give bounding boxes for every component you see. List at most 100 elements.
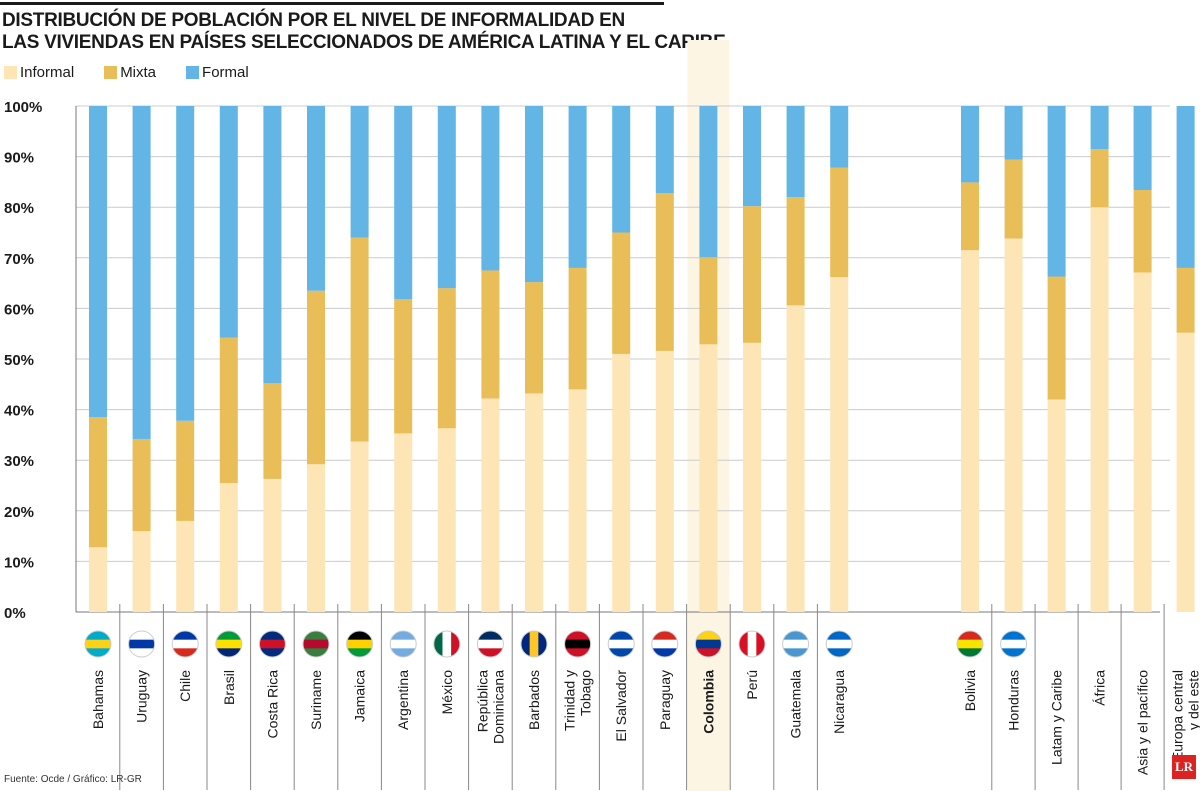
x-tick-label: Chile bbox=[177, 670, 193, 702]
bar-mixta bbox=[961, 182, 979, 251]
bar-informal bbox=[568, 389, 587, 612]
bar-formal bbox=[89, 106, 107, 418]
bar-mixta bbox=[655, 193, 674, 351]
flag-icon bbox=[433, 630, 461, 658]
bar-formal bbox=[1004, 106, 1023, 160]
x-tick-label: África bbox=[1092, 670, 1108, 706]
bar-mixta bbox=[699, 257, 718, 345]
bar-mixta bbox=[612, 232, 631, 354]
y-tick-label: 20% bbox=[4, 504, 34, 521]
bar-formal bbox=[394, 106, 413, 300]
bar-formal bbox=[176, 106, 195, 421]
legend: Informal Mixta Formal bbox=[4, 64, 249, 81]
bar-formal bbox=[263, 106, 282, 384]
bar-formal bbox=[568, 106, 587, 268]
x-tick-label: Costa Rica bbox=[264, 670, 280, 739]
x-tick-label: Jamaica bbox=[352, 670, 368, 722]
bar-formal bbox=[612, 106, 631, 233]
x-tick-label: Barbados bbox=[526, 670, 542, 730]
bar-informal bbox=[481, 398, 500, 612]
bar-formal bbox=[481, 106, 500, 271]
bar-informal bbox=[525, 393, 543, 612]
bar-mixta bbox=[1176, 267, 1195, 333]
bar-mixta bbox=[1090, 149, 1109, 208]
y-tick-label: 30% bbox=[4, 453, 34, 470]
bar-informal bbox=[1090, 207, 1109, 612]
bar-informal bbox=[961, 250, 979, 612]
flag-icon bbox=[1000, 630, 1028, 658]
x-tick-label: El Salvador bbox=[613, 670, 629, 742]
flag-icon bbox=[564, 630, 592, 658]
flag-icon bbox=[607, 630, 635, 658]
x-tick-label: Uruguay bbox=[134, 670, 150, 723]
flag-icon bbox=[956, 630, 984, 658]
bar-mixta bbox=[437, 288, 456, 429]
bar-mixta bbox=[176, 420, 195, 521]
x-tick-label: Latam y Caribe bbox=[1049, 670, 1065, 765]
y-tick-label: 60% bbox=[4, 301, 34, 318]
bar-mixta bbox=[568, 267, 587, 390]
flag-icon bbox=[215, 630, 243, 658]
x-tick-label: Guatemala bbox=[788, 670, 804, 739]
bar-informal bbox=[1004, 238, 1023, 612]
bar-formal bbox=[1176, 106, 1195, 268]
bar-informal bbox=[263, 478, 282, 612]
bar-formal bbox=[1090, 106, 1109, 150]
legend-label: Informal bbox=[20, 64, 75, 81]
bar-formal bbox=[437, 106, 456, 289]
y-tick-label: 0% bbox=[4, 605, 26, 622]
bar-informal bbox=[1133, 272, 1152, 612]
title-rule bbox=[0, 2, 664, 5]
bar-mixta bbox=[1047, 276, 1066, 400]
bar-formal bbox=[961, 106, 979, 183]
bar-mixta bbox=[350, 237, 369, 442]
y-tick-label: 50% bbox=[4, 352, 34, 369]
flag-icon bbox=[389, 630, 417, 658]
x-tick-label: Bolivia bbox=[962, 670, 978, 711]
x-tick-label: Bahamas bbox=[90, 670, 106, 729]
x-tick-label: Trinidad yTobago bbox=[562, 670, 594, 731]
bar-informal bbox=[132, 531, 151, 612]
y-tick-label: 100% bbox=[4, 99, 42, 116]
bar-formal bbox=[1133, 106, 1152, 190]
bar-formal bbox=[525, 106, 543, 283]
bar-informal bbox=[437, 428, 456, 612]
x-tick-label: Europa centraly del este bbox=[1170, 670, 1200, 761]
bar-mixta bbox=[307, 290, 325, 465]
bar-informal bbox=[699, 344, 718, 612]
flag-icon bbox=[694, 630, 722, 658]
legend-label: Mixta bbox=[120, 64, 157, 81]
bar-informal bbox=[655, 350, 674, 612]
bar-informal bbox=[89, 547, 107, 612]
bar-informal bbox=[219, 482, 238, 612]
x-tick-label: Nicaragua bbox=[831, 670, 847, 734]
bar-formal bbox=[830, 106, 849, 168]
bar-formal bbox=[699, 106, 718, 258]
flag-icon bbox=[738, 630, 766, 658]
bar-informal bbox=[307, 464, 325, 612]
bar-mixta bbox=[830, 167, 849, 278]
bar-formal bbox=[743, 106, 761, 207]
source-note: Fuente: Ocde / Gráfico: LR-GR bbox=[4, 774, 142, 785]
chart-title: DISTRIBUCIÓN DE POBLACIÓN POR EL NIVEL D… bbox=[2, 10, 726, 54]
bar-informal bbox=[743, 342, 761, 612]
bar-mixta bbox=[743, 206, 761, 343]
bar-informal bbox=[1176, 332, 1195, 612]
bar-formal bbox=[350, 106, 369, 238]
lr-logo: LR bbox=[1172, 755, 1196, 779]
y-tick-label: 70% bbox=[4, 251, 34, 268]
legend-item-formal: Formal bbox=[186, 64, 249, 81]
bar-formal bbox=[655, 106, 674, 194]
x-tick-label: Paraguay bbox=[657, 670, 673, 730]
bar-formal bbox=[307, 106, 325, 291]
bar-informal bbox=[830, 277, 849, 612]
legend-label: Formal bbox=[202, 64, 249, 81]
bar-mixta bbox=[1133, 189, 1152, 273]
flag-icon bbox=[782, 630, 810, 658]
bar-informal bbox=[350, 441, 369, 612]
flag-icon bbox=[651, 630, 679, 658]
y-tick-label: 90% bbox=[4, 150, 34, 167]
bar-formal bbox=[786, 106, 805, 198]
bar-informal bbox=[394, 433, 413, 612]
